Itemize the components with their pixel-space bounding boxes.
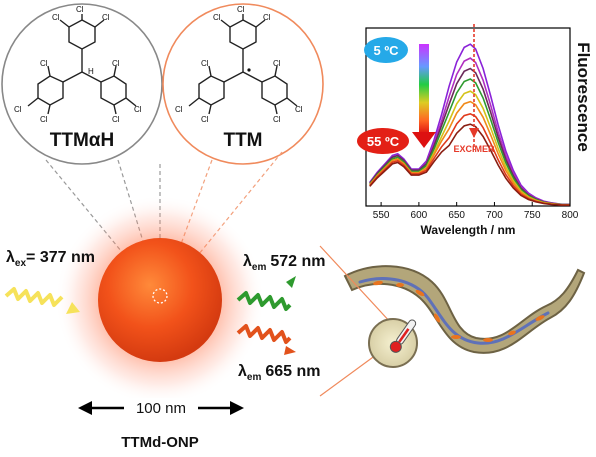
molecule-ttmah: Cl Cl Cl Cl Cl Cl Cl Cl Cl H TTMαH (1, 3, 163, 165)
zoom-spot (152, 288, 168, 304)
thermometer-icon (389, 319, 417, 353)
x-tick-label: 800 (562, 210, 579, 221)
x-tick-label: 750 (524, 210, 541, 221)
chart-ticks-group: 550 600 650 700 750 800 (373, 202, 579, 221)
excitation-wave (4, 287, 64, 307)
atom-cl: Cl (102, 13, 110, 22)
atom-cl: Cl (201, 59, 209, 68)
high-temp-badge (357, 128, 409, 154)
nanoparticle-name: TTMd-ONP (121, 434, 198, 451)
ttmah-structure (27, 14, 137, 115)
spectrum-series-8 (369, 123, 570, 206)
emission-wave-red (236, 324, 292, 344)
atom-h: H (88, 67, 94, 76)
atom-cl: Cl (273, 115, 281, 124)
thermometer-lens (319, 245, 418, 397)
lens-pointer-line (319, 245, 393, 325)
atom-cl: Cl (175, 105, 183, 114)
excitation-arrowhead (66, 302, 80, 314)
atom-cl: Cl (237, 5, 245, 14)
atom-cl: Cl (213, 13, 221, 22)
ttm-structure (188, 14, 298, 115)
ttmah-atoms: Cl Cl Cl Cl Cl Cl Cl Cl Cl H (14, 5, 142, 124)
nanoparticle (55, 195, 265, 405)
temperature-gradient-bar (419, 44, 429, 134)
atom-cl: Cl (52, 13, 60, 22)
atom-cl: Cl (112, 59, 120, 68)
emission-label-red: λem 665 nm (238, 363, 321, 383)
atom-cl: Cl (201, 115, 209, 124)
atom-cl: Cl (40, 59, 48, 68)
high-temp-label: 55 ºC (367, 134, 400, 149)
emission-wave-green (236, 291, 292, 311)
nanoparticle-sphere (98, 238, 222, 362)
radical-dot (247, 68, 251, 72)
x-tick-label: 600 (411, 210, 428, 221)
lens-pointer-line (319, 351, 381, 397)
x-axis-label: Wavelength / nm (421, 223, 516, 237)
emission-label-green: λem 572 nm (243, 253, 326, 273)
chart-series-group (369, 43, 570, 206)
atom-cl: Cl (14, 105, 22, 114)
x-tick-label: 650 (448, 210, 465, 221)
fluorescence-chart: 550 600 650 700 750 800 Wavelength / nm Fluor… (357, 24, 593, 237)
ttm-atoms: Cl Cl Cl Cl Cl Cl Cl Cl Cl (175, 5, 303, 124)
molecule-circle-right (162, 3, 324, 165)
molecule-ttm: Cl Cl Cl Cl Cl Cl Cl Cl Cl TTM (162, 3, 324, 165)
excimer-arrowhead (469, 128, 479, 138)
atom-cl: Cl (40, 115, 48, 124)
excimer-label: EXCIMER (453, 144, 495, 154)
molecule-name-left: TTMαH (50, 130, 114, 151)
x-tick-label: 700 (486, 210, 503, 221)
low-temp-badge (364, 37, 408, 63)
size-label: 100 nm (136, 400, 186, 417)
atom-cl: Cl (273, 59, 281, 68)
atom-cl: Cl (76, 5, 84, 14)
low-temp-label: 5 ºC (374, 43, 400, 58)
y-axis-label: Fluorescence (574, 42, 593, 152)
worm-spots (373, 280, 545, 342)
worm (343, 265, 586, 354)
excitation-label: λex= 377 nm (6, 249, 95, 269)
x-tick-label: 550 (373, 210, 390, 221)
atom-cl: Cl (295, 105, 303, 114)
worm-body (343, 265, 586, 354)
atom-cl: Cl (263, 13, 271, 22)
emission-arrowhead-red (284, 346, 296, 355)
molecule-name-right: TTM (223, 130, 262, 151)
emission-arrowhead-green (286, 276, 296, 288)
atom-cl: Cl (112, 115, 120, 124)
atom-cl: Cl (134, 105, 142, 114)
temperature-arrowhead (412, 132, 436, 148)
size-scale: 100 nm (78, 398, 244, 417)
molecule-circle-left (1, 3, 163, 165)
